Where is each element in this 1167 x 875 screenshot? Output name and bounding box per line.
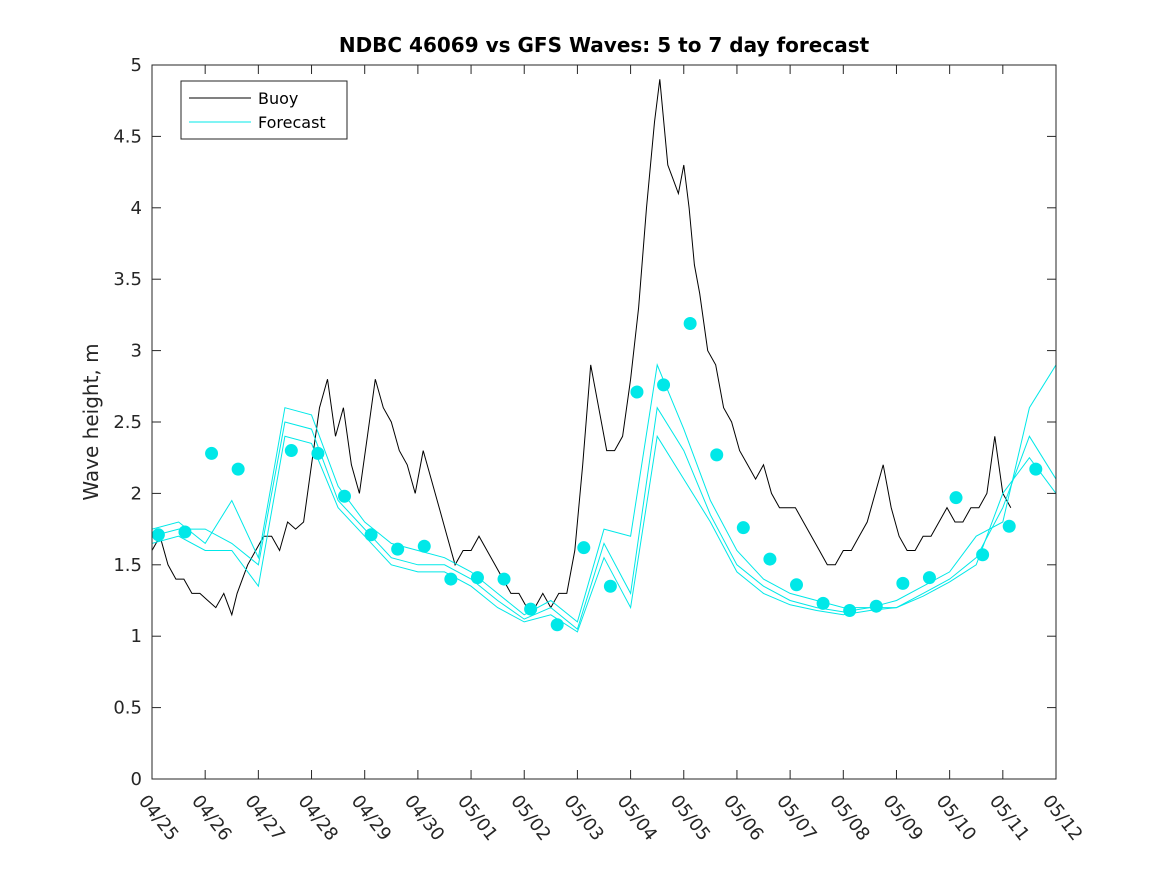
forecast-point [869, 599, 883, 613]
forecast-point [763, 552, 777, 566]
forecast-series-line-1 [152, 363, 1056, 623]
x-tick-label: 05/07 [772, 791, 820, 845]
forecast-series-line-2 [152, 406, 1056, 630]
forecast-point [364, 528, 378, 542]
forecast-point [231, 462, 245, 476]
forecast-series-line-3 [152, 434, 1056, 633]
legend: Buoy Forecast [180, 80, 348, 140]
forecast-point [178, 525, 192, 539]
forecast-point [657, 378, 671, 392]
legend-buoy-label: Buoy [258, 89, 298, 108]
forecast-point [577, 541, 591, 555]
forecast-point [949, 491, 963, 505]
forecast-point [311, 446, 325, 460]
forecast-point [1002, 519, 1016, 533]
forecast-point [710, 448, 724, 462]
x-tick-label: 04/27 [240, 791, 288, 845]
marker-layer [151, 316, 1043, 632]
forecast-point [391, 542, 405, 556]
forecast-point [550, 618, 564, 632]
x-tick-label: 05/04 [613, 791, 661, 845]
y-tick-label: 0 [131, 769, 142, 790]
y-tick-label: 4 [131, 198, 142, 219]
x-tick-label: 05/12 [1038, 791, 1086, 845]
buoy-series-line [152, 79, 1012, 617]
legend-forecast-label: Forecast [258, 113, 326, 132]
legend-box [180, 80, 348, 140]
forecast-point [603, 579, 617, 593]
forecast-point [205, 446, 219, 460]
forecast-point [896, 576, 910, 590]
forecast-point [444, 572, 458, 586]
y-axis: 0 0.5 1 1.5 2 2.5 3 3.5 4 4.5 5 [113, 55, 1056, 790]
x-tick-label: 05/09 [879, 791, 927, 845]
forecast-point [736, 521, 750, 535]
plot-area-frame [151, 64, 1057, 780]
forecast-point [843, 603, 857, 617]
chart-title: NDBC 46069 vs GFS Waves: 5 to 7 day fore… [339, 33, 870, 57]
forecast-point [789, 578, 803, 592]
forecast-point [497, 572, 511, 586]
forecast-point [683, 316, 697, 330]
forecast-point [524, 602, 538, 616]
x-tick-label: 05/06 [719, 791, 767, 845]
x-tick-label: 04/28 [294, 791, 342, 845]
forecast-point [417, 539, 431, 553]
y-tick-label: 2 [131, 483, 142, 504]
x-tick-label: 04/29 [347, 791, 395, 845]
forecast-point [630, 385, 644, 399]
forecast-point [976, 548, 990, 562]
forecast-point [151, 528, 165, 542]
x-tick-label: 05/11 [985, 791, 1033, 845]
x-tick-label: 05/01 [453, 791, 501, 845]
y-tick-label: 0.5 [113, 698, 142, 719]
series-layer [152, 79, 1056, 633]
y-tick-label: 4.5 [113, 126, 142, 147]
y-tick-label: 1 [131, 626, 142, 647]
forecast-point [1029, 462, 1043, 476]
x-tick-label: 05/10 [932, 791, 980, 845]
y-tick-label: 5 [131, 55, 142, 76]
x-tick-label: 04/30 [400, 791, 448, 845]
y-tick-label: 1.5 [113, 555, 142, 576]
x-tick-label: 05/08 [825, 791, 873, 845]
x-tick-label: 05/05 [666, 791, 714, 845]
forecast-point [284, 444, 298, 458]
y-tick-label: 3 [131, 341, 142, 362]
x-tick-label: 05/02 [506, 791, 554, 845]
forecast-point [337, 489, 351, 503]
x-tick-label: 04/26 [187, 791, 235, 845]
forecast-point [470, 571, 484, 585]
y-tick-label: 2.5 [113, 412, 142, 433]
forecast-point [922, 571, 936, 585]
x-tick-label: 04/25 [134, 791, 182, 845]
forecast-point [816, 596, 830, 610]
y-axis-label: Wave height, m [79, 343, 103, 500]
y-tick-label: 3.5 [113, 269, 142, 290]
x-tick-label: 05/03 [559, 791, 607, 845]
